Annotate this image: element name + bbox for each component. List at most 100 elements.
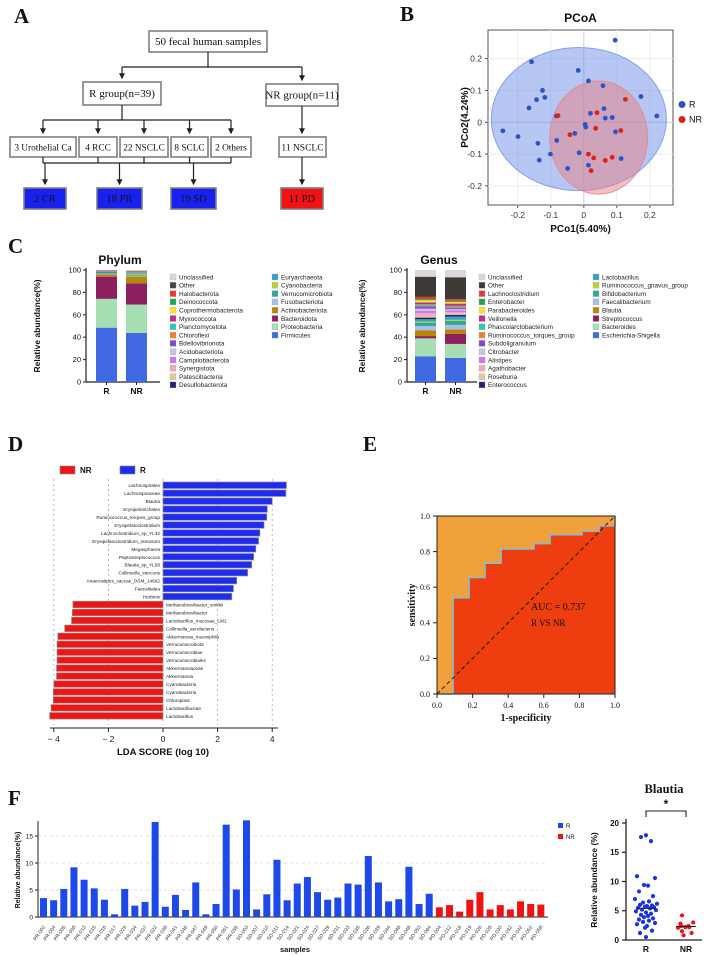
flow-outcome-pd-box — [280, 187, 324, 210]
svg-text:Ruminococcus_gnavus_group: Ruminococcus_gnavus_group — [602, 283, 688, 290]
genus-seg-Roseburia — [415, 315, 436, 318]
lefse-taxon-label: Herbinix — [143, 595, 161, 600]
svg-text:Veillonella: Veillonella — [488, 316, 517, 323]
lefse-taxon-label: Ruminococcus_torques_group — [96, 515, 160, 520]
blautia-dot-r — [641, 882, 647, 888]
lefse-bar — [52, 696, 164, 704]
genus-seg-Ruminococcus_gnavus_group — [445, 319, 466, 321]
blautia-dot-plot: Blautia 0 5 10 15 20 Relative abundance (%) * R N… — [589, 782, 702, 954]
svg-text:0.4: 0.4 — [503, 701, 513, 710]
pcoa-point-R — [612, 37, 618, 43]
sample-bar-SD-048 — [405, 866, 413, 917]
sample-bar-SD-011 — [273, 859, 281, 917]
phylum-title: Phylum — [98, 253, 141, 267]
genus-seg-Subdoligranulum — [415, 306, 436, 309]
sample-bar-SD-014 — [283, 900, 291, 917]
pcoa-point-R — [554, 138, 560, 143]
pcoa-point-R — [575, 68, 581, 73]
flow-outcome-pr-box — [96, 187, 143, 210]
significance-bracket — [645, 810, 687, 817]
svg-text:NR: NR — [80, 466, 92, 475]
lefse-taxon-label: Megasphaera — [131, 547, 160, 552]
svg-text:0.0: 0.0 — [420, 690, 430, 699]
panel-f-label: F — [8, 786, 21, 810]
sample-bar-SD-027 — [314, 892, 322, 917]
pcoa-point-R — [618, 156, 624, 161]
svg-text:Bdellovibrionota: Bdellovibrionota — [179, 341, 225, 348]
lefse-bar — [56, 648, 164, 656]
svg-text:NR: NR — [689, 115, 702, 125]
phylum-seg-Euryarchaeota — [126, 272, 147, 274]
svg-text:0.1: 0.1 — [611, 210, 623, 220]
genus-seg-Faecalibacterium — [445, 324, 466, 330]
lefse-bar — [162, 505, 268, 513]
svg-text:15: 15 — [26, 833, 34, 840]
flow-box-label: 2 Others — [215, 144, 247, 154]
sample-bar-PR-015 — [90, 888, 98, 917]
genus-seg-Blautia — [415, 330, 436, 337]
lefse-taxon-label: Erysipelatoclostridium — [114, 523, 160, 528]
svg-text:2: 2 — [215, 734, 220, 744]
blautia-dot-r — [652, 875, 658, 881]
svg-text:1.0: 1.0 — [420, 512, 430, 521]
blautia-dot-r — [643, 934, 649, 940]
svg-text:-0.2: -0.2 — [510, 210, 525, 220]
genus-seg-Parabacteroides — [445, 301, 466, 304]
lefse-taxon-label: Faecalitalea — [135, 587, 161, 592]
flow-outcome-sd-box — [170, 187, 217, 210]
phylum-seg-Verrucomicrobiota — [96, 273, 117, 274]
sample-bar-PD-058 — [537, 904, 545, 917]
lefse-taxon-label: Akkermansiaceae — [166, 666, 204, 671]
blautia-dot-r — [640, 919, 646, 924]
lefse-bar — [162, 585, 234, 593]
phylum-category-label: NR — [130, 386, 142, 396]
lefse-taxon-label: Blautia_sp_YL58 — [125, 563, 161, 568]
sample-bar-SD-003 — [243, 820, 250, 917]
lefse-taxon-label: Lactobacillaceae — [166, 706, 201, 711]
lefse-taxon-label: Akkermansia_muciniphila — [166, 634, 220, 639]
sample-bar-SD-033 — [344, 883, 352, 917]
svg-text:Agathobacter: Agathobacter — [488, 366, 527, 373]
blautia-dot-r — [636, 889, 642, 894]
svg-text:100: 100 — [68, 266, 81, 275]
pcoa-point-R — [534, 97, 539, 103]
phylum-seg-Euryarchaeota — [96, 271, 117, 274]
flow-box-label: 19 SD — [180, 194, 207, 205]
svg-text:Verrucomicrobiota: Verrucomicrobiota — [281, 291, 333, 298]
phylum-seg-Unclassified — [126, 270, 147, 271]
lefse-bar — [162, 481, 287, 489]
lefse-taxon-label: Lactobacillus_mucosae_LM1 — [166, 618, 227, 623]
svg-text:1.0: 1.0 — [610, 701, 620, 710]
lefse-lda-bar: NR R Lachnospirales Lachnospiraceae Blautia E… — [48, 465, 287, 758]
roc-auc-annotation: AUC = 0.737 — [531, 602, 585, 613]
blautia-dot-r — [642, 904, 648, 909]
flow-box-label: 8 SCLC — [174, 144, 204, 154]
genus-seg-Parabacteroides — [415, 300, 436, 303]
svg-text:Phascolarctobacterium: Phascolarctobacterium — [488, 324, 553, 331]
pcoa-point-NR — [567, 132, 573, 138]
svg-text:20: 20 — [610, 819, 619, 828]
pcoa-point-R — [654, 113, 660, 119]
phylum-seg-Firmicutes — [126, 332, 147, 382]
pcoa-point-NR — [555, 113, 561, 118]
svg-text:80: 80 — [394, 288, 402, 297]
svg-text:5: 5 — [29, 887, 33, 894]
sample-bar-PR-051 — [222, 824, 230, 917]
pcoa-y-label: PCo2(4.24%) — [460, 87, 471, 148]
lefse-taxon-label: Cyanobacteria — [166, 682, 197, 687]
roc-x-label: 1-specificity — [500, 713, 551, 724]
sample-bar-PR-050 — [212, 904, 220, 917]
svg-text:Lachnoclostridium: Lachnoclostridium — [488, 291, 540, 298]
lefse-taxon-label: Verrucomicrobiales — [166, 658, 207, 663]
lefse-bar — [71, 616, 164, 624]
svg-text:40: 40 — [73, 333, 81, 342]
pcoa-point-R — [583, 124, 589, 130]
lefse-bar — [56, 672, 164, 680]
genus-seg-Streptococcus — [445, 333, 466, 344]
blautia-dot-r — [640, 900, 646, 905]
pcoa-point-R — [601, 106, 607, 111]
pcoa-x-label: PCo1(5.40%) — [550, 224, 611, 235]
svg-text:Planctomycetota: Planctomycetota — [179, 324, 227, 331]
genus-y-label: Relative abundance(%) — [357, 279, 367, 372]
flow-box-label: 11 PD — [289, 194, 316, 205]
